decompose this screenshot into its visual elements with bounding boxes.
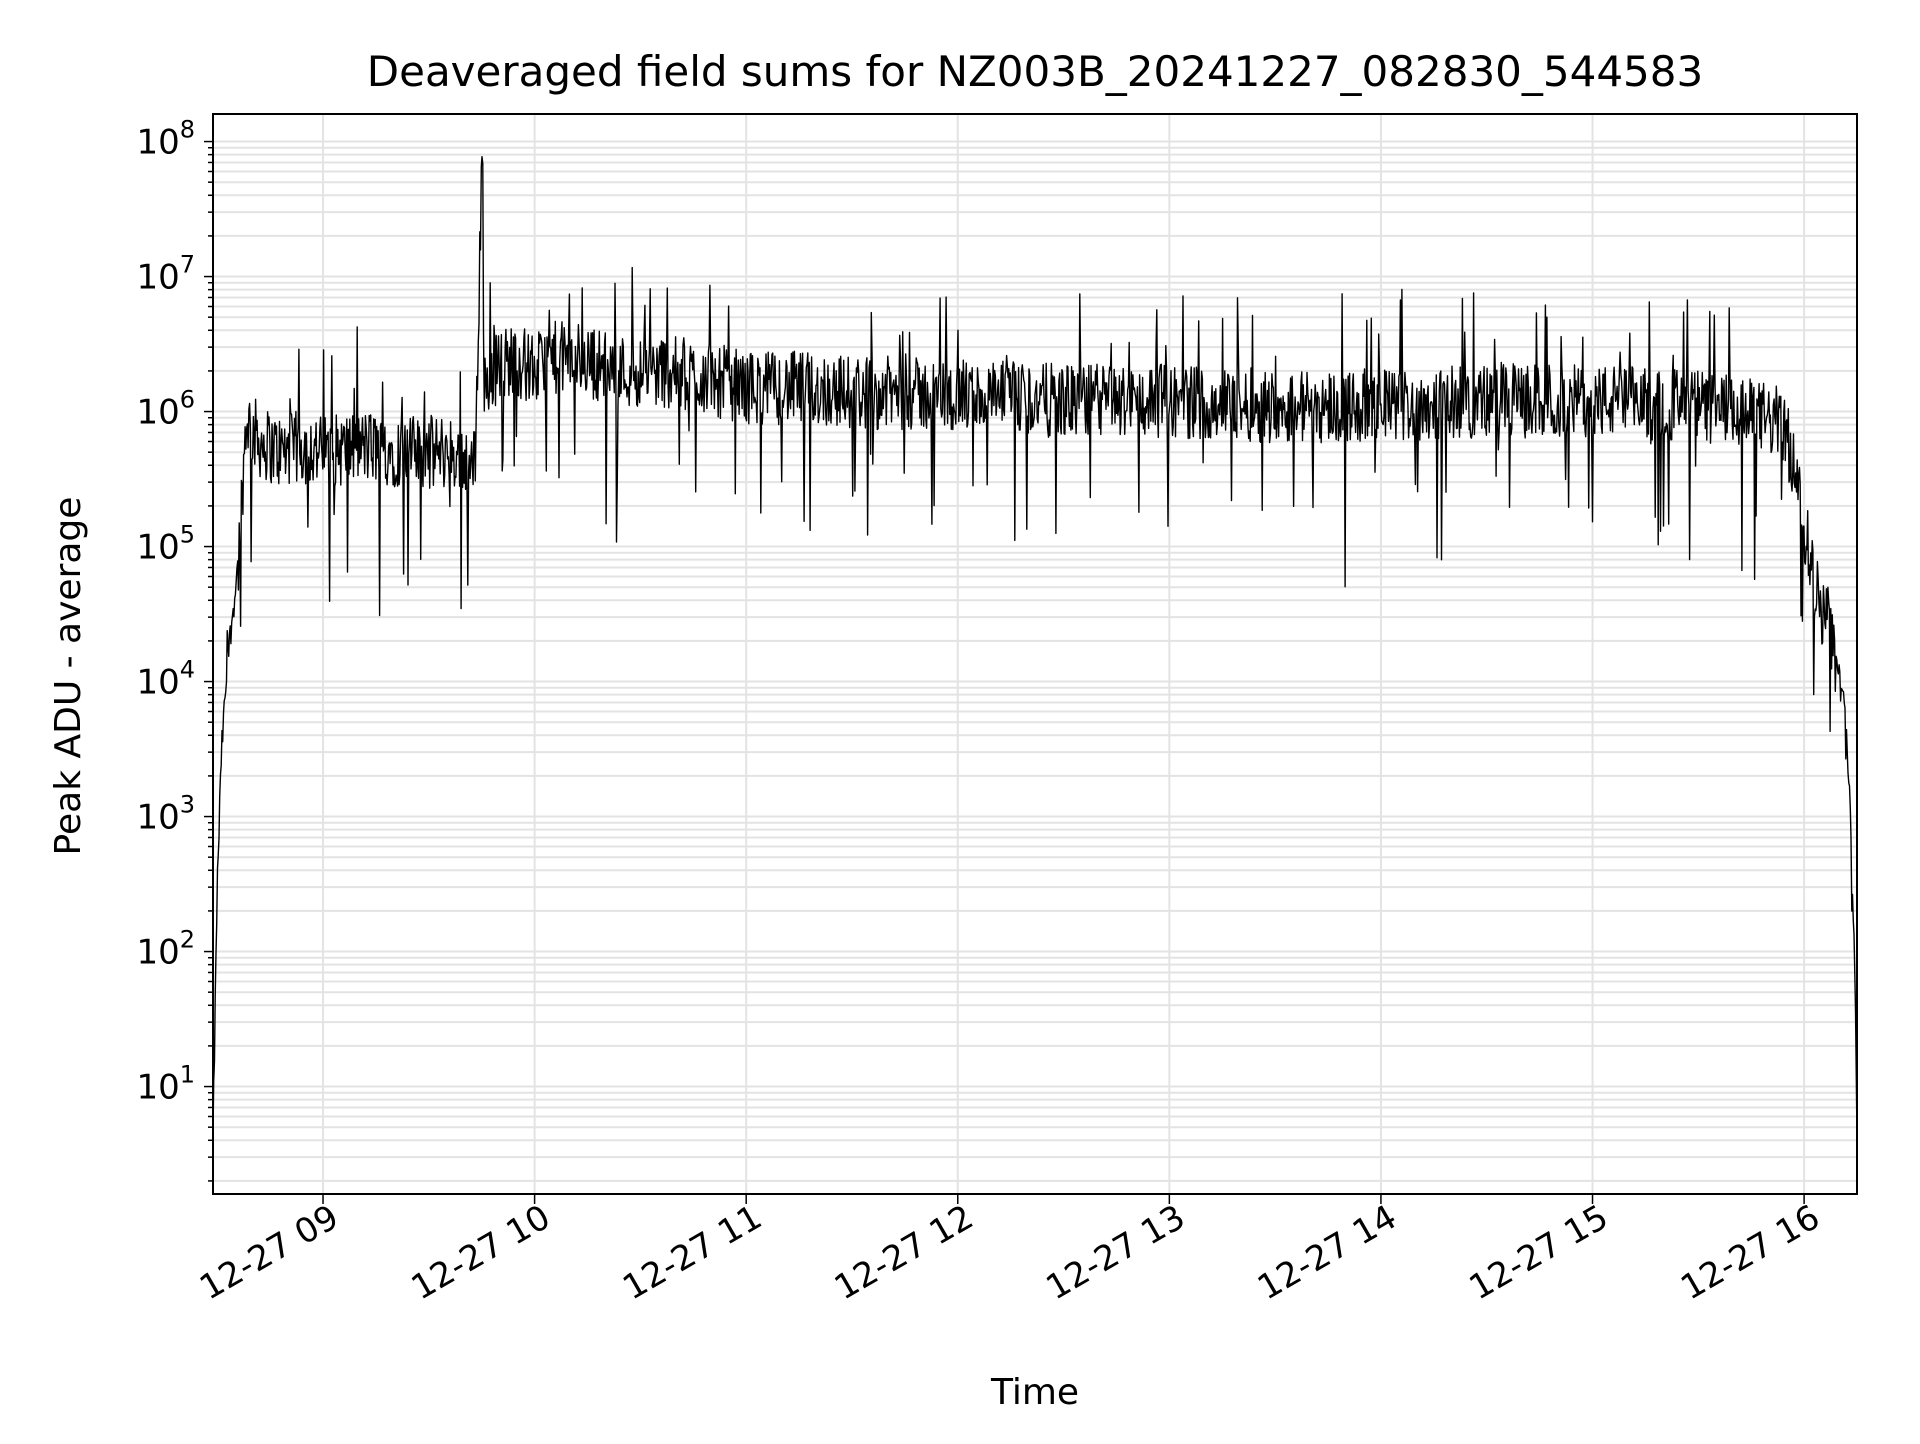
- x-axis-label: Time: [990, 1372, 1079, 1413]
- y-tick-exponent: 4: [180, 656, 195, 684]
- y-tick-base: 10: [136, 798, 179, 838]
- y-tick-label: 101: [136, 1061, 195, 1108]
- y-tick-exponent: 1: [180, 1061, 195, 1089]
- chart-title: Deaveraged field sums for NZ003B_2024122…: [367, 47, 1703, 96]
- y-tick-base: 10: [136, 258, 179, 298]
- y-tick-base: 10: [136, 123, 179, 163]
- y-tick-base: 10: [136, 663, 179, 703]
- x-tick-label: 12-27 09: [193, 1197, 345, 1308]
- x-tick-label: 12-27 14: [1251, 1197, 1403, 1308]
- y-tick-base: 10: [136, 528, 179, 568]
- series-line: [212, 155, 1858, 1139]
- y-tick-exponent: 5: [180, 521, 195, 549]
- y-tick-exponent: 3: [180, 791, 195, 819]
- grid: [213, 114, 1857, 1194]
- y-tick-base: 10: [136, 393, 179, 433]
- y-tick-label: 102: [136, 926, 195, 973]
- x-tick-label: 12-27 15: [1463, 1197, 1615, 1308]
- plot-frame: [212, 113, 1858, 1195]
- y-tick-exponent: 8: [180, 116, 195, 144]
- x-tick-label: 12-27 12: [828, 1197, 980, 1308]
- x-tick-label: 12-27 10: [405, 1197, 557, 1308]
- y-tick-exponent: 6: [180, 386, 195, 414]
- y-tick-label: 105: [136, 521, 195, 568]
- x-tick-label: 12-27 13: [1039, 1197, 1191, 1308]
- y-tick-label: 103: [136, 791, 195, 838]
- y-tick-base: 10: [136, 933, 179, 973]
- y-tick-exponent: 2: [180, 926, 195, 954]
- y-tick-label: 107: [136, 251, 195, 298]
- x-tick-label: 12-27 16: [1674, 1197, 1826, 1308]
- y-tick-base: 10: [136, 1068, 179, 1108]
- y-tick-label: 108: [136, 116, 195, 163]
- y-axis-label: Peak ADU - average: [48, 497, 89, 856]
- series-layer: [212, 155, 1858, 1139]
- y-tick-exponent: 7: [180, 251, 195, 279]
- x-tick-label: 12-27 11: [616, 1197, 768, 1308]
- y-tick-label: 106: [136, 386, 195, 433]
- y-tick-label: 104: [136, 656, 195, 703]
